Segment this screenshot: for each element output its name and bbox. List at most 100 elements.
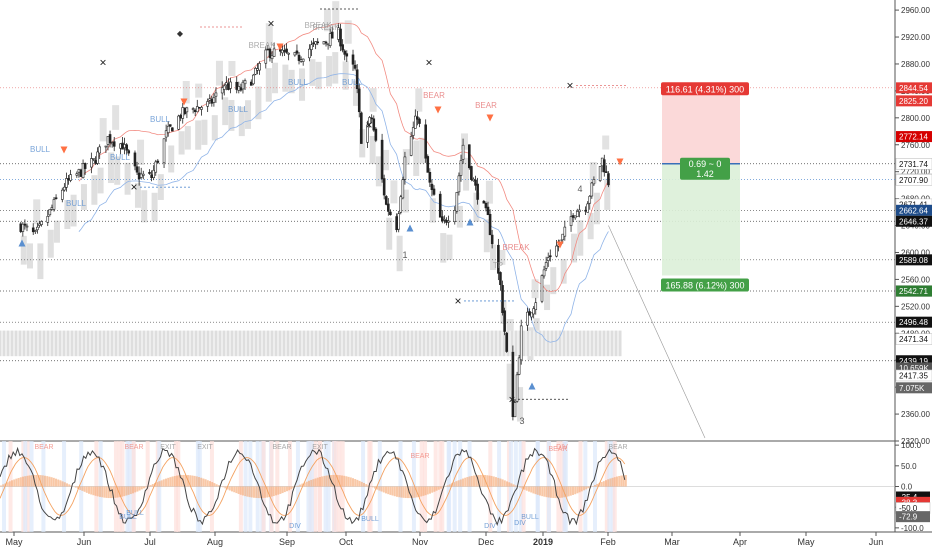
candle-body (454, 210, 456, 221)
candle-body (593, 179, 595, 184)
oscillator-histogram-bar (95, 487, 97, 496)
oscillator-histogram-bar (114, 487, 116, 498)
oscillator-histogram-bar (576, 487, 578, 494)
candle-body (562, 234, 564, 240)
time-tick-label: Jun (77, 537, 92, 547)
oscillator-histogram-bar (394, 487, 396, 497)
oscillator-histogram-bar (396, 487, 398, 497)
oscillator-histogram-bar (473, 476, 475, 487)
candle-body (389, 212, 391, 215)
oscillator-histogram-bar (513, 484, 515, 486)
oscillator-histogram-bar (207, 480, 209, 486)
zone-block (486, 181, 493, 204)
time-tick-label: Jul (144, 537, 156, 547)
candle-body (506, 333, 508, 351)
candle-body (302, 59, 304, 61)
stop-loss-zone[interactable] (662, 85, 740, 164)
oscillator-histogram-bar (15, 479, 17, 487)
oscillator-histogram-bar (213, 483, 215, 486)
oscillator-histogram-bar (150, 485, 152, 486)
price-label: 2589.08 (899, 256, 928, 265)
candle-body (576, 211, 578, 216)
candle-body (499, 272, 501, 284)
ratio-label-1: 0.69 ~ 0 (689, 159, 722, 169)
oscillator-histogram-bar (460, 479, 462, 486)
zone-block (98, 168, 104, 194)
oscillator-histogram-bar (543, 487, 545, 497)
candle-body (122, 143, 124, 149)
oscillator-histogram-bar (310, 480, 312, 487)
candle-body (49, 209, 51, 214)
oscillator-histogram-bar (130, 487, 132, 495)
candle-body (252, 75, 254, 84)
candle-body (134, 153, 136, 166)
candle-body (535, 303, 537, 310)
candle-body (398, 214, 400, 230)
oscillator-histogram-bar (323, 476, 325, 487)
oscillator-histogram-bar (216, 484, 218, 486)
oscillator-histogram-bar (587, 487, 589, 489)
oscillator-histogram-bar (59, 480, 61, 486)
candle-body (342, 45, 344, 51)
oscillator-histogram-bar (169, 477, 171, 486)
x-marker: × (365, 118, 372, 132)
oscillator-histogram-bar (125, 487, 127, 496)
oscillator-histogram-bar (136, 487, 138, 492)
candle-body (47, 216, 49, 222)
candle-body (605, 172, 607, 173)
price-label: 7.075K (899, 384, 925, 393)
candle-body (607, 174, 609, 185)
oscillator-histogram-bar (191, 476, 193, 487)
candle-body (273, 49, 275, 57)
oscillator-histogram-bar (242, 487, 244, 496)
zone-block (168, 145, 174, 172)
candle-body (533, 309, 535, 314)
candle-body (570, 217, 572, 226)
oscillator-histogram-bar (62, 481, 64, 486)
zone-block (48, 230, 54, 258)
oscillator-histogram-bar (618, 476, 620, 487)
oscillator-histogram-bar (535, 487, 537, 495)
oscillator-histogram-bar (66, 483, 68, 486)
oscillator-histogram-bar (64, 482, 66, 486)
price-annotation: BREAK (502, 243, 530, 252)
oscillator-histogram-bar (389, 487, 391, 495)
candle-body (387, 204, 389, 211)
candle-body (402, 180, 404, 198)
take-profit-zone[interactable] (662, 164, 740, 276)
price-annotation: BULL (110, 153, 131, 162)
oscillator-annotation: DIV (289, 523, 301, 530)
oscillator-annotation: BULL (361, 516, 379, 523)
oscillator-annotation: DIV (556, 444, 568, 451)
volume-band-area (0, 331, 622, 357)
oscillator-histogram-bar (574, 487, 576, 495)
candle-body (485, 203, 487, 208)
oscillator-histogram-bar (97, 487, 99, 497)
candle-body (520, 326, 522, 360)
candle-body (126, 145, 128, 150)
price-label: 2662.64 (899, 206, 928, 215)
candle-body (240, 88, 242, 91)
candle-body (107, 136, 109, 144)
oscillator-histogram-bar (132, 487, 134, 494)
price-label: 2825.20 (899, 97, 928, 106)
oscillator-histogram-bar (429, 487, 431, 494)
oscillator-histogram-bar (447, 485, 449, 486)
candle-body (271, 55, 273, 58)
candle-body (381, 140, 383, 179)
candle-body (182, 108, 184, 119)
oscillator-histogram-bar (321, 476, 323, 486)
oscillator-histogram-bar (348, 477, 350, 487)
time-tick-label: Nov (412, 537, 429, 547)
candle-body (383, 179, 385, 196)
candle-body (313, 43, 315, 44)
oscillator-histogram-bar (110, 487, 112, 499)
oscillator-histogram-bar (211, 482, 213, 486)
candle-body (385, 196, 387, 204)
oscillator-annotation: BEAR (34, 444, 53, 451)
oscillator-histogram-bar (354, 479, 356, 486)
oscillator-histogram-bar (365, 484, 367, 486)
